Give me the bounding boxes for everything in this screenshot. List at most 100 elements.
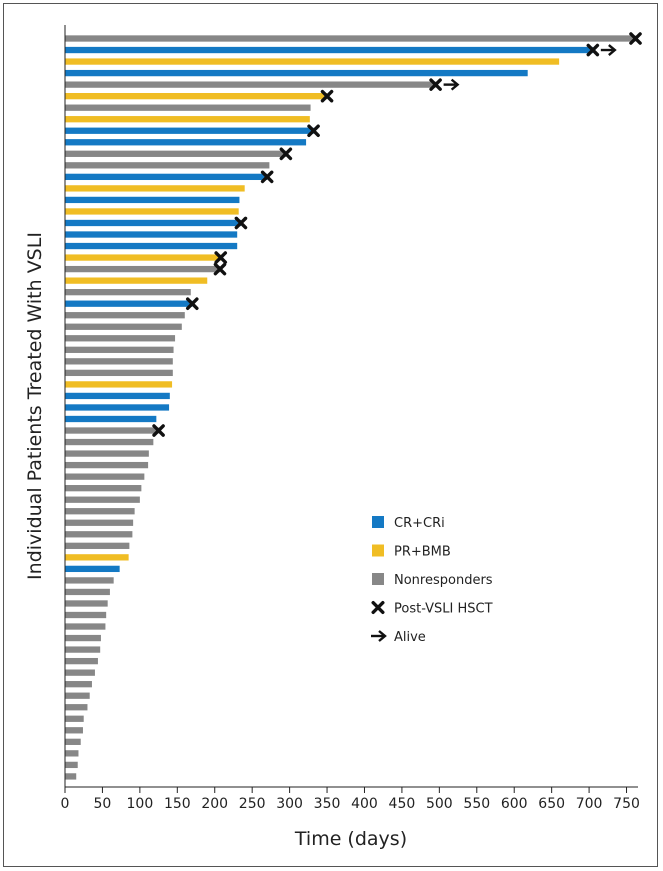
hsct-marker — [429, 78, 442, 91]
patient-bar — [65, 450, 149, 457]
patient-bar — [65, 219, 241, 227]
patient-bar — [65, 438, 154, 446]
patient-bar — [65, 312, 185, 319]
hsct-marker — [629, 32, 642, 45]
x-tick-label: 100 — [127, 796, 154, 812]
patient-bar — [65, 323, 182, 330]
patient-bar — [65, 692, 90, 699]
x-tick-label: 350 — [314, 796, 341, 812]
patient-bar — [65, 577, 114, 584]
patient-bar — [65, 300, 193, 307]
patient-bar — [65, 473, 145, 480]
legend-label: Alive — [394, 630, 426, 645]
patient-bar — [65, 611, 107, 619]
markers-layer — [152, 32, 642, 437]
patient-bar — [65, 127, 314, 134]
hsct-marker — [307, 124, 320, 138]
patient-bar — [65, 104, 311, 111]
patient-bar — [65, 116, 310, 123]
patient-bar — [65, 277, 208, 284]
cross-stroke — [152, 424, 165, 437]
patient-bar — [65, 496, 140, 503]
patient-bar — [65, 727, 83, 734]
legend-cross-icon — [371, 601, 385, 614]
x-tick-label: 500 — [426, 796, 453, 812]
patient-bar — [65, 173, 268, 181]
patient-bar — [65, 657, 98, 665]
patient-bar — [65, 427, 159, 434]
cross-stroke — [185, 297, 199, 310]
cross-stroke — [260, 170, 274, 184]
patient-bar — [65, 196, 240, 204]
patient-bar — [65, 162, 270, 169]
alive-arrow — [443, 78, 460, 91]
arrow-head — [378, 630, 387, 642]
patient-bar — [65, 415, 157, 423]
legend-swatch — [372, 544, 384, 557]
x-tick-label: 200 — [201, 796, 228, 812]
x-tick-label: 450 — [389, 796, 416, 812]
legend: CR+CRi PR+BMB Nonresponders Post-VSLI HSCT A… — [371, 516, 493, 645]
patient-bar — [65, 404, 170, 411]
x-tick-label: 750 — [613, 796, 640, 812]
patient-bar — [65, 69, 528, 77]
hsct-marker — [279, 147, 293, 161]
hsct-marker — [320, 89, 334, 103]
patient-bar — [65, 531, 133, 538]
patient-bar — [65, 242, 238, 250]
patient-bar — [65, 265, 220, 273]
patient-bar — [65, 761, 78, 769]
patient-bar — [65, 623, 106, 630]
patient-bar — [65, 369, 173, 377]
arrow-head — [608, 44, 617, 56]
patient-bar — [65, 634, 101, 642]
patient-bar — [65, 392, 170, 400]
legend-label: Nonresponders — [394, 573, 493, 588]
legend-swatch — [372, 573, 384, 585]
cross-stroke — [429, 78, 442, 91]
cross-stroke — [279, 147, 293, 161]
patient-bar — [65, 346, 174, 353]
patient-bar — [65, 565, 120, 573]
x-tick-label: 150 — [164, 796, 191, 812]
cross-stroke — [234, 216, 248, 230]
patient-bar — [65, 231, 238, 238]
x-tick-label: 600 — [501, 796, 528, 812]
patient-bar — [65, 704, 88, 711]
x-axis-ticks: 0 50 100 150 200 250 300 350 400 450 500 550 600 650 7… — [61, 787, 640, 812]
patient-bar — [65, 669, 95, 676]
y-axis-title: Individual Patients Treated With VSLI — [24, 232, 46, 580]
cross-stroke — [586, 43, 600, 57]
patient-bar — [65, 58, 560, 65]
x-tick-label: 300 — [276, 796, 303, 812]
x-tick-label: 250 — [239, 796, 266, 812]
patient-bar — [65, 750, 79, 757]
patient-bar — [65, 738, 81, 745]
hsct-marker — [586, 43, 600, 57]
patient-bar — [65, 254, 221, 261]
x-tick-label: 0 — [61, 796, 70, 812]
patient-bar — [65, 485, 142, 492]
x-tick-label: 650 — [538, 796, 565, 812]
patient-bar — [65, 93, 328, 100]
hsct-marker — [234, 216, 248, 230]
patient-bar — [65, 81, 436, 88]
hsct-marker — [213, 262, 227, 276]
patient-bar — [65, 773, 77, 780]
cross-stroke — [213, 262, 227, 276]
x-tick-label: 550 — [463, 796, 490, 812]
patient-bar — [65, 381, 173, 388]
hsct-marker — [152, 424, 165, 437]
cross-stroke — [214, 251, 228, 264]
x-tick-label: 50 — [94, 796, 112, 812]
patient-bar — [65, 289, 191, 296]
patient-bar — [65, 646, 101, 653]
legend-label: Post-VSLI HSCT — [394, 602, 493, 617]
patient-bar — [65, 519, 134, 526]
hsct-marker — [214, 251, 228, 264]
patient-bar — [65, 588, 110, 596]
patient-bar — [65, 139, 307, 146]
figure-frame — [3, 3, 658, 867]
cross-stroke — [371, 601, 385, 614]
